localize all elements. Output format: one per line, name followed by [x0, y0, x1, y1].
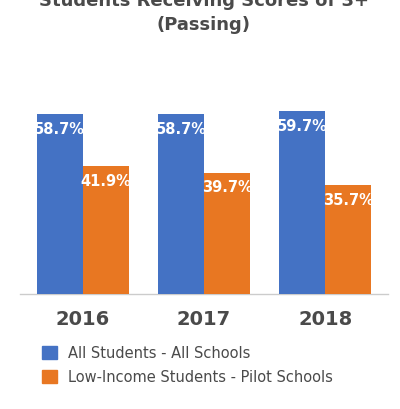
Title: Students Receiving Scores of 3+
(Passing): Students Receiving Scores of 3+ (Passing…	[39, 0, 369, 34]
Legend: All Students - All Schools, Low-Income Students - Pilot Schools: All Students - All Schools, Low-Income S…	[42, 346, 333, 385]
Text: 58.7%: 58.7%	[34, 122, 85, 137]
Text: 39.7%: 39.7%	[202, 180, 252, 196]
Text: 35.7%: 35.7%	[323, 193, 374, 208]
Text: 59.7%: 59.7%	[277, 119, 328, 134]
Bar	[325, 185, 371, 294]
Bar	[279, 111, 325, 294]
Bar	[204, 173, 250, 294]
Bar	[83, 166, 129, 294]
Bar	[158, 115, 204, 294]
Text: 58.7%: 58.7%	[156, 122, 206, 137]
Text: 41.9%: 41.9%	[80, 173, 131, 189]
Bar	[37, 115, 83, 294]
